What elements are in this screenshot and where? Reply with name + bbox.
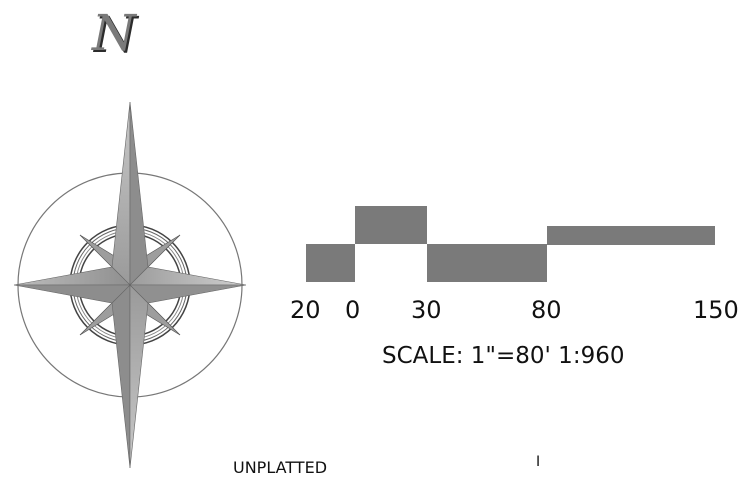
scale-bar (306, 206, 715, 282)
scale-tick-label: 150 (693, 296, 739, 324)
scale-segment-80-150 (547, 226, 715, 245)
scale-text: SCALE: 1"=80' 1:960 (382, 343, 625, 369)
north-label: N (92, 4, 136, 62)
north-arrow-compass-rose-icon (13, 101, 247, 469)
scale-tick-label: 80 (531, 296, 562, 324)
scale-segment-30-80 (427, 244, 547, 282)
unplatted-label: UNPLATTED (233, 458, 328, 477)
scale-segment-0-30 (355, 206, 427, 244)
small-mark: I (536, 454, 541, 470)
scale-tick-label: 0 (345, 296, 361, 324)
scale-segment-20-0 (306, 244, 355, 282)
scale-tick-label: 20 (290, 296, 321, 324)
scale-tick-label: 30 (411, 296, 442, 324)
